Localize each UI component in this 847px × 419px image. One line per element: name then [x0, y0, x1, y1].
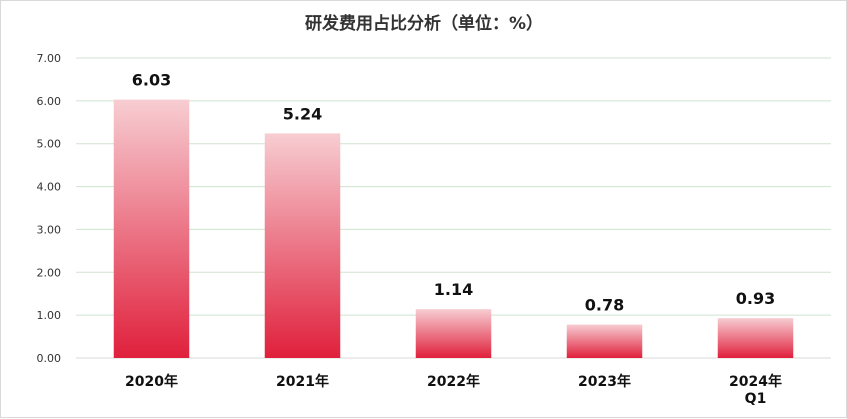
- y-tick-label: 4.00: [37, 181, 62, 194]
- bar: [717, 318, 794, 358]
- y-tick-label: 3.00: [37, 223, 62, 236]
- x-axis-ticks: 2020年 2021年 2022年 2023年 2024年 Q1: [125, 373, 782, 407]
- y-tick-label: 5.00: [37, 138, 62, 151]
- data-label: 0.78: [585, 296, 624, 315]
- x-tick-label: 2021年: [276, 373, 329, 390]
- y-tick-label: 0.00: [37, 352, 62, 365]
- y-tick-label: 6.00: [37, 95, 62, 108]
- data-label: 0.93: [736, 289, 775, 308]
- y-tick-label: 1.00: [37, 309, 62, 322]
- data-labels: 6.03 5.24 1.14 0.78 0.93: [132, 71, 775, 315]
- data-label: 5.24: [283, 104, 322, 123]
- bar: [264, 133, 341, 358]
- y-tick-label: 2.00: [37, 266, 62, 279]
- bar: [113, 99, 190, 359]
- bar: [566, 324, 643, 358]
- data-label: 1.14: [434, 280, 473, 299]
- bar: [415, 309, 492, 358]
- gridlines: [76, 57, 831, 359]
- y-axis-ticks: 0.00 1.00 2.00 3.00 4.00 5.00 6.00 7.00: [37, 52, 62, 365]
- data-label: 6.03: [132, 71, 171, 90]
- x-tick-label: 2020年: [125, 373, 178, 390]
- bars: [113, 99, 794, 359]
- y-tick-label: 7.00: [37, 52, 62, 65]
- x-tick-label: 2022年: [427, 373, 480, 390]
- x-tick-label: 2023年: [578, 373, 631, 390]
- chart-title: 研发费用占比分析（单位：%）: [305, 13, 543, 34]
- x-tick-label: 2024年 Q1: [729, 373, 782, 407]
